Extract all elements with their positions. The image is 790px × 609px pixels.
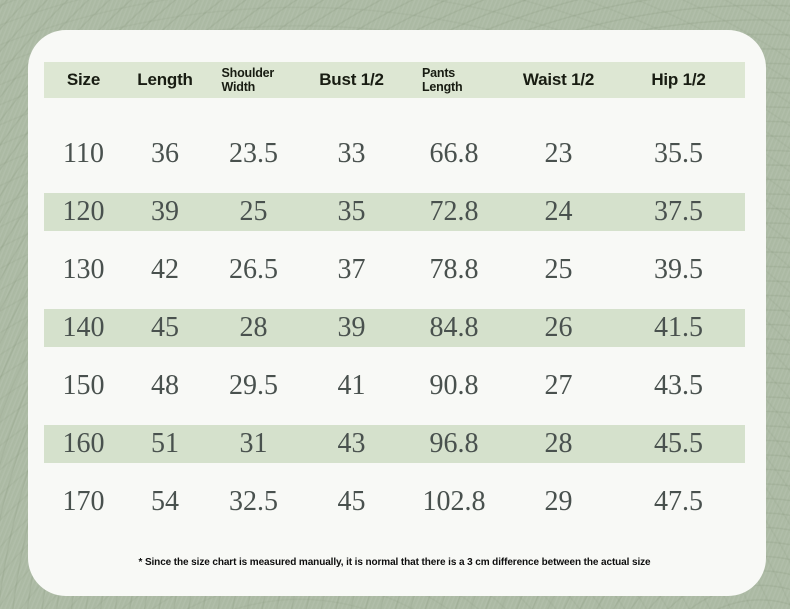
table-cell: 37.5 — [654, 196, 703, 227]
table-cell: 23 — [544, 138, 573, 169]
table-row-120: 120 39 25 35 72.8 24 37.5 — [44, 183, 745, 241]
header-label: Length — [137, 70, 193, 89]
table-cell: 36 — [151, 138, 179, 169]
table-cell: 84.8 — [429, 312, 479, 343]
table-cell: 33 — [337, 138, 366, 169]
table-cell: 90.8 — [429, 370, 479, 401]
size-chart-card: Size Length Shoulder Width Bust 1/2 Pant… — [28, 30, 766, 596]
table-cell: 25 — [239, 196, 268, 227]
table-cell: 48 — [151, 370, 179, 401]
table-cell: 140 — [62, 312, 105, 343]
table-cell: 28 — [239, 312, 268, 343]
table-cell: 110 — [63, 138, 104, 169]
table-row-130: 130 42 26.5 37 78.8 25 39.5 — [44, 241, 745, 299]
table-cell: 24 — [544, 196, 573, 227]
table-cell: 35 — [337, 196, 366, 227]
table-cell: 29.5 — [229, 370, 278, 401]
table-cell: 66.8 — [429, 138, 479, 169]
table-cell: 96.8 — [429, 428, 479, 459]
table-row-110: 110 36 23.5 33 66.8 23 35.5 — [44, 125, 745, 183]
table-cell: 47.5 — [654, 486, 703, 517]
table-cell: 29 — [544, 486, 573, 517]
table-cell: 25 — [544, 254, 573, 285]
table-cell: 27 — [544, 370, 573, 401]
header-label: Hip 1/2 — [651, 70, 706, 89]
header-cell-pants-length: Pants Length — [403, 62, 505, 98]
table-cell: 72.8 — [429, 196, 479, 227]
header-cell-waist: Waist 1/2 — [505, 62, 612, 98]
header-label: Shoulder Width — [221, 65, 275, 94]
header-label: Waist 1/2 — [522, 70, 595, 89]
header-label: Pants Length — [422, 65, 463, 94]
table-cell: 41.5 — [654, 312, 703, 343]
table-cell: 170 — [62, 486, 105, 517]
table-cell: 43.5 — [654, 370, 703, 401]
table-cell: 31 — [239, 428, 268, 459]
footnote-text: * Since the size chart is measured manua… — [138, 557, 651, 568]
header-cell-size: Size — [44, 62, 123, 98]
table-cell: 102.8 — [422, 486, 486, 517]
table-cell: 120 — [62, 196, 105, 227]
table-cell: 37 — [337, 254, 366, 285]
table-cell: 26.5 — [229, 254, 278, 285]
table-cell: 45 — [151, 312, 179, 343]
table-cell: 150 — [62, 370, 105, 401]
table-cell: 23.5 — [229, 138, 278, 169]
header-label: Bust 1/2 — [319, 70, 384, 89]
table-cell: 51 — [151, 428, 179, 459]
table-cell: 160 — [62, 428, 105, 459]
header-cell-bust: Bust 1/2 — [300, 62, 403, 98]
table-cell: 54 — [151, 486, 179, 517]
table-cell: 41 — [337, 370, 366, 401]
table-row-170: 170 54 32.5 45 102.8 29 47.5 — [44, 473, 745, 531]
table-row-150: 150 48 29.5 41 90.8 27 43.5 — [44, 357, 745, 415]
header-cell-shoulder-width: Shoulder Width — [207, 62, 300, 98]
table-cell: 35.5 — [654, 138, 703, 169]
size-chart-table-body: 110 36 23.5 33 66.8 23 35.5 120 39 25 35… — [44, 125, 745, 531]
table-cell: 39 — [337, 312, 366, 343]
table-cell: 39 — [151, 196, 179, 227]
table-row-160: 160 51 31 43 96.8 28 45.5 — [44, 415, 745, 473]
table-cell: 130 — [62, 254, 105, 285]
table-cell: 32.5 — [229, 486, 278, 517]
table-cell: 43 — [337, 428, 366, 459]
table-cell: 26 — [544, 312, 573, 343]
table-cell: 45 — [337, 486, 366, 517]
table-cell: 39.5 — [654, 254, 703, 285]
header-cell-length: Length — [123, 62, 207, 98]
table-cell: 42 — [151, 254, 179, 285]
table-header-row: Size Length Shoulder Width Bust 1/2 Pant… — [44, 62, 745, 98]
table-cell: 28 — [544, 428, 573, 459]
table-cell: 45.5 — [654, 428, 703, 459]
table-cell: 78.8 — [429, 254, 479, 285]
header-label: Size — [66, 70, 101, 89]
table-row-140: 140 45 28 39 84.8 26 41.5 — [44, 299, 745, 357]
header-cell-hip: Hip 1/2 — [612, 62, 745, 98]
